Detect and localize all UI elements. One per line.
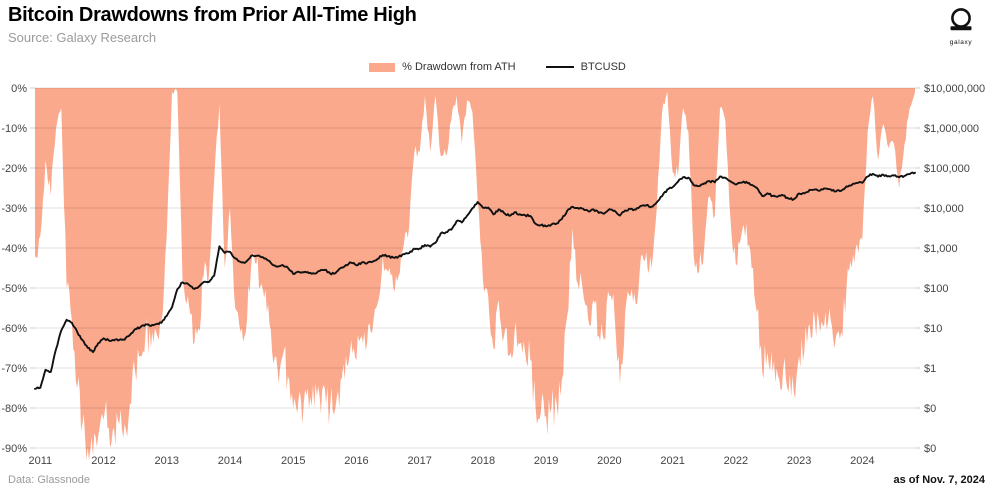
legend: % Drawdown from ATH BTCUSD (0, 61, 995, 73)
galaxy-logo-icon (950, 8, 972, 31)
x-axis-label: 2017 (407, 455, 431, 467)
left-axis-label: -70% (1, 363, 27, 375)
right-axis-label: $0 (924, 403, 936, 415)
as-of-date: as of Nov. 7, 2024 (893, 474, 985, 486)
x-axis-label: 2019 (534, 455, 558, 467)
data-source-note: Data: Glassnode (8, 474, 90, 486)
right-axis-label: $10,000,000 (924, 83, 985, 95)
right-axis-label: $1,000 (924, 243, 958, 255)
source-subtitle: Source: Galaxy Research (8, 30, 157, 45)
legend-label-btcusd: BTCUSD (580, 61, 626, 73)
x-axis-label: 2016 (344, 455, 368, 467)
x-axis-label: 2015 (281, 455, 305, 467)
x-axis-label: 2020 (597, 455, 621, 467)
btcusd-line-swatch (545, 66, 574, 68)
left-axis-label: -80% (1, 403, 27, 415)
x-axis-label: 2012 (91, 455, 115, 467)
left-axis-label: -90% (1, 443, 27, 455)
x-axis-label: 2018 (471, 455, 495, 467)
right-axis-label: $1 (924, 363, 936, 375)
x-axis-label: 2024 (850, 455, 874, 467)
right-axis-label: $100,000 (924, 163, 970, 175)
left-axis-label: -50% (1, 283, 27, 295)
legend-item-btcusd: BTCUSD (545, 61, 626, 73)
x-axis-label: 2013 (155, 455, 179, 467)
right-axis-label: $10 (924, 323, 942, 335)
x-axis-label: 2021 (660, 455, 684, 467)
drawdown-area (35, 88, 915, 460)
drawdown-chart: 0% $10,000,000 -10% $1,000,000 -20% $100,000 -… (1, 83, 985, 467)
header: Bitcoin Drawdowns from Prior All-Time Hi… (8, 4, 417, 45)
x-axis-label: 2014 (218, 455, 242, 467)
right-axis-label: $0 (924, 443, 936, 455)
x-axis-label: 2011 (28, 455, 52, 467)
legend-label-drawdown: % Drawdown from ATH (402, 61, 516, 73)
right-axis-label: $10,000 (924, 203, 964, 215)
left-axis-label: -30% (1, 203, 27, 215)
galaxy-logo-label: galaxy (949, 39, 973, 46)
left-axis-label: -10% (1, 123, 27, 135)
right-axis-label: $100 (924, 283, 948, 295)
right-axis-label: $1,000,000 (924, 123, 979, 135)
galaxy-logo: galaxy (939, 7, 983, 46)
left-axis-label: -20% (1, 163, 27, 175)
left-axis-label: -60% (1, 323, 27, 335)
left-axis-label: 0% (11, 83, 27, 95)
drawdown-area-swatch (369, 62, 396, 72)
x-axis-label: 2023 (787, 455, 811, 467)
legend-item-drawdown: % Drawdown from ATH (369, 61, 516, 73)
page-title: Bitcoin Drawdowns from Prior All-Time Hi… (8, 4, 417, 26)
left-axis-label: -40% (1, 243, 27, 255)
x-axis-label: 2022 (724, 455, 748, 467)
price-line (34, 171, 916, 390)
